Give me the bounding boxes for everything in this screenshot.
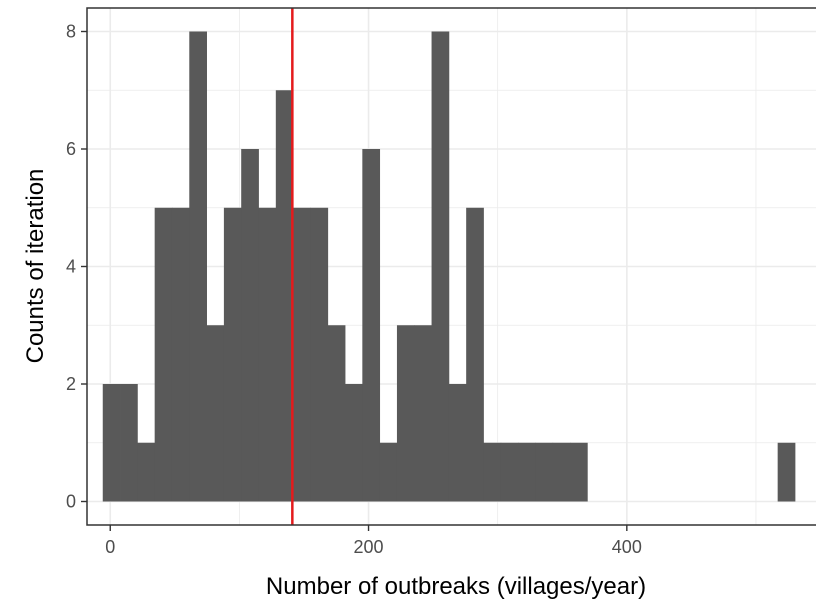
histogram-bar (570, 442, 588, 502)
y-tick-label: 2 (66, 374, 76, 394)
histogram-bar (431, 31, 450, 502)
histogram-bar (448, 384, 467, 502)
x-tick-label: 200 (354, 537, 384, 557)
histogram-bar (414, 325, 432, 502)
histogram-bar (483, 442, 502, 502)
histogram-bar (362, 149, 381, 502)
y-tick-label: 6 (66, 139, 76, 159)
histogram-bar (518, 442, 536, 502)
histogram-bar (241, 149, 259, 502)
histogram-bar (535, 442, 554, 502)
x-axis-title: Number of outbreaks (villages/year) (266, 573, 646, 600)
histogram-bar (223, 207, 242, 502)
histogram-bar (206, 325, 225, 502)
x-tick-label: 0 (105, 537, 115, 557)
histogram-bar (171, 207, 190, 502)
histogram-bar (293, 207, 311, 502)
histogram-bar (189, 31, 207, 502)
histogram-bar (345, 384, 363, 502)
histogram-bar (275, 90, 294, 502)
y-tick-label: 4 (66, 257, 76, 277)
histogram-bar (379, 442, 398, 502)
histogram-bar (120, 384, 138, 502)
axis-ticks: 0 2 4 6 8 0 200 400 (66, 22, 642, 558)
histogram-bar (137, 442, 156, 502)
y-axis-title: Counts of iteration (22, 169, 49, 364)
histogram-bar (500, 442, 519, 502)
histogram-bar (466, 207, 484, 502)
x-tick-label: 400 (612, 537, 642, 557)
histogram-bar (102, 384, 121, 502)
y-tick-label: 8 (66, 22, 76, 42)
histogram-bars (102, 31, 796, 502)
histogram-bar (310, 207, 329, 502)
histogram-bar (327, 325, 346, 502)
histogram-bar (396, 325, 415, 502)
histogram-bar (258, 207, 277, 502)
histogram-bar (777, 442, 796, 502)
histogram-bar (154, 207, 173, 502)
histogram-bar (552, 442, 571, 502)
y-tick-label: 0 (66, 492, 76, 512)
